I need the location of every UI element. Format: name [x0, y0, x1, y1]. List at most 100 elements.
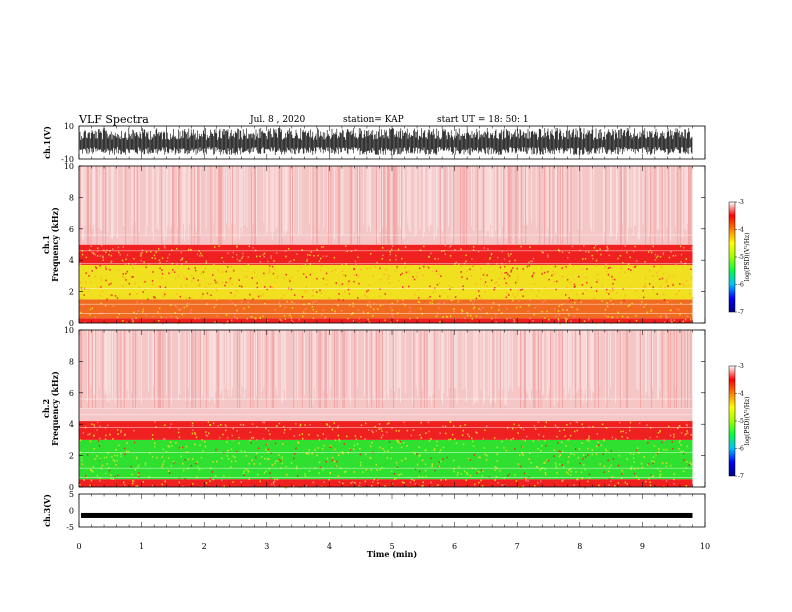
speckle: [112, 305, 115, 307]
speckle: [147, 298, 149, 301]
speckle: [595, 290, 598, 292]
speckle: [200, 456, 203, 459]
speckle: [167, 444, 169, 447]
speckle: [339, 284, 341, 287]
speckle: [126, 254, 129, 256]
speckle: [197, 284, 199, 287]
speckle: [419, 470, 421, 473]
speckle: [544, 287, 546, 289]
speckle: [89, 314, 91, 316]
speckle: [617, 482, 620, 484]
speckle: [383, 273, 386, 276]
speckle: [308, 470, 311, 472]
speckle: [465, 254, 467, 257]
speckle: [117, 429, 119, 431]
speckle: [386, 423, 389, 425]
speckle: [680, 444, 682, 446]
speckle: [577, 275, 580, 278]
speckle: [107, 452, 109, 454]
speckle: [285, 486, 288, 489]
speckle: [454, 296, 457, 299]
speckle: [530, 260, 532, 263]
speckle: [467, 433, 469, 436]
speckle: [384, 485, 386, 487]
speckle: [586, 268, 588, 270]
date-label: Jul. 8 , 2020: [249, 115, 305, 125]
speckle: [594, 244, 597, 247]
speckle: [122, 285, 124, 287]
speckle: [367, 318, 369, 321]
speckle: [242, 424, 245, 426]
speckle: [463, 470, 466, 473]
speckle: [514, 296, 516, 298]
speckle: [302, 315, 304, 318]
speckle: [278, 454, 280, 456]
speckle: [379, 267, 381, 270]
speckle: [680, 261, 682, 263]
speckle: [610, 450, 613, 452]
speckle: [539, 480, 542, 483]
speckle: [387, 450, 389, 452]
speckle: [267, 260, 269, 263]
speckle: [198, 284, 201, 287]
speckle: [283, 431, 286, 434]
speckle: [253, 463, 255, 465]
speckle: [474, 483, 476, 486]
speckle: [504, 265, 506, 268]
speckle: [168, 253, 171, 256]
plot-frames: [78, 125, 737, 528]
colorbar-tick-label: -5: [738, 418, 744, 425]
speckle: [424, 469, 427, 472]
speckle: [272, 481, 275, 484]
speckle: [399, 442, 401, 445]
speckle: [195, 462, 197, 465]
speckle: [401, 272, 403, 275]
speckle: [420, 307, 422, 310]
speckle: [461, 312, 463, 314]
speckle: [228, 278, 230, 281]
speckle: [472, 445, 475, 448]
speckle: [162, 448, 165, 451]
speckle: [329, 444, 332, 447]
speckle: [655, 271, 658, 274]
speckle: [683, 246, 685, 249]
speckle: [490, 306, 493, 309]
speckle: [255, 452, 258, 455]
speckle: [249, 316, 252, 318]
speckle: [195, 269, 197, 272]
speckle: [515, 480, 518, 482]
speckle: [192, 277, 195, 280]
speckle: [578, 299, 580, 301]
speckle: [180, 447, 182, 449]
speckle: [449, 421, 451, 423]
speckle: [682, 320, 684, 323]
speckle: [181, 462, 184, 465]
speckle: [347, 282, 349, 285]
speckle: [462, 285, 464, 288]
speckle: [83, 479, 85, 481]
speckle: [686, 461, 688, 463]
speckle: [234, 315, 236, 318]
speckle: [108, 469, 111, 472]
speckle: [497, 482, 499, 484]
speckle: [241, 257, 243, 259]
speckle: [85, 256, 88, 259]
speckle: [644, 277, 647, 280]
speckle: [678, 308, 680, 311]
speckle: [382, 434, 384, 436]
speckle: [658, 448, 660, 450]
speckle: [599, 463, 601, 465]
speckle: [215, 281, 217, 284]
speckle: [341, 283, 344, 285]
speckle: [256, 439, 258, 441]
speckle: [138, 472, 140, 474]
speckle: [159, 286, 161, 288]
speckle: [388, 275, 390, 277]
speckle: [606, 302, 608, 304]
speckle: [667, 285, 669, 287]
speckle: [406, 429, 409, 432]
speckle: [130, 466, 132, 468]
speckle: [376, 469, 378, 471]
speckle: [109, 269, 111, 271]
speckle: [154, 257, 156, 260]
